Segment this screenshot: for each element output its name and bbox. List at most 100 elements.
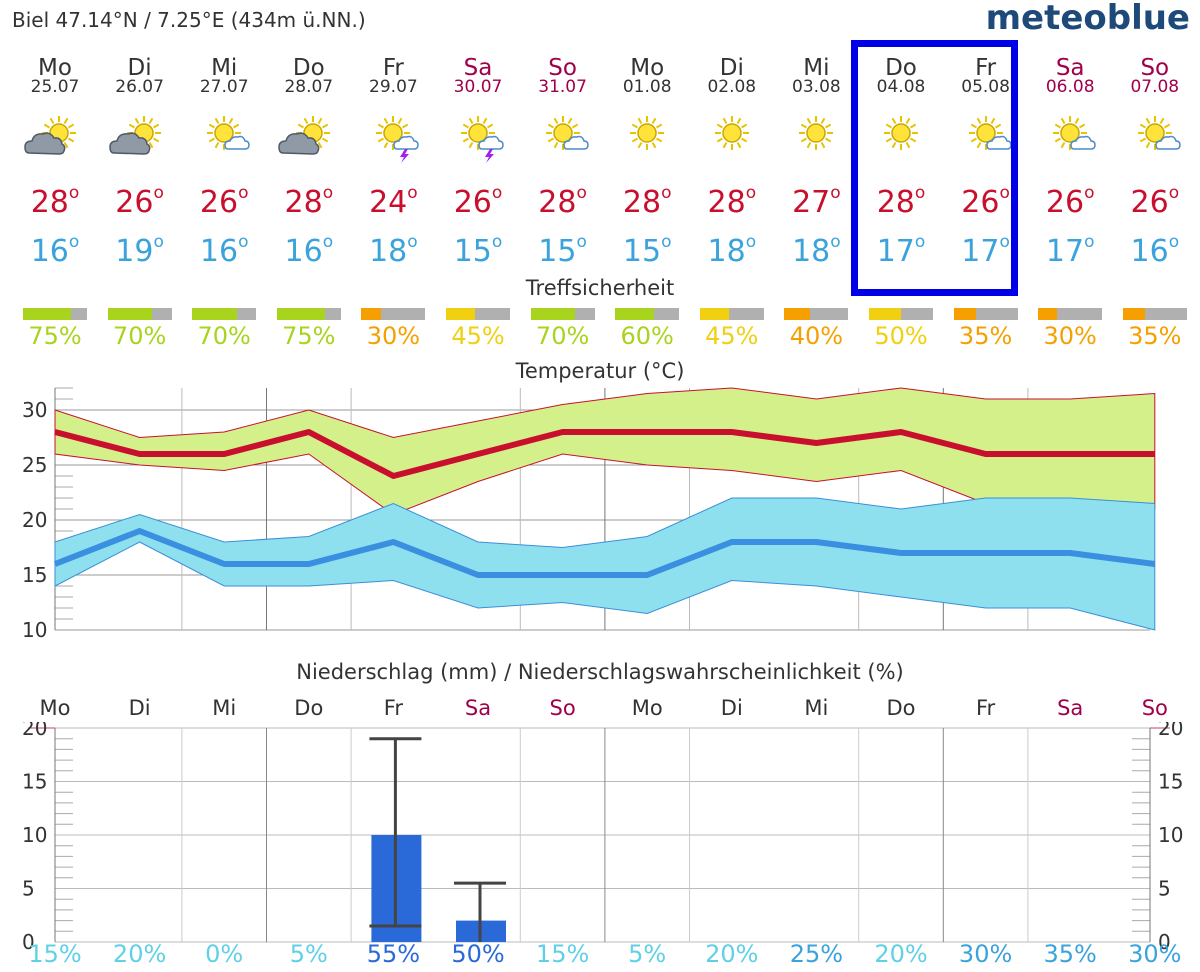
max-temperature: 26o bbox=[115, 183, 164, 220]
precipitation-day-label: So bbox=[549, 696, 576, 720]
sun-icon bbox=[774, 113, 858, 163]
min-temperature-value: 18 bbox=[792, 234, 831, 269]
confidence-bar-fill bbox=[530, 308, 576, 320]
confidence-bar bbox=[1038, 308, 1103, 320]
day-name: Mi bbox=[803, 55, 830, 81]
confidence-bar bbox=[615, 308, 680, 320]
day-name: Mo bbox=[38, 55, 72, 81]
min-temperature-value: 17 bbox=[876, 234, 915, 269]
confidence-bar-fill bbox=[784, 308, 810, 320]
max-temperature: 28o bbox=[622, 183, 672, 220]
meteoblue-logo[interactable]: meteoblue bbox=[985, 0, 1190, 38]
y-tick-label: 20 bbox=[22, 508, 47, 532]
confidence-value: 70% bbox=[535, 322, 590, 350]
day-date: 05.08 bbox=[961, 77, 1010, 97]
max-temperature-value: 26 bbox=[199, 185, 239, 220]
min-temperature-value: 16 bbox=[284, 234, 323, 269]
confidence-value: 75% bbox=[282, 322, 336, 350]
day-name: Fr bbox=[975, 55, 997, 81]
day-date: 02.08 bbox=[707, 77, 757, 97]
day-date: 26.07 bbox=[115, 77, 164, 97]
min-temperature: 18o bbox=[369, 232, 418, 269]
confidence-value: 40% bbox=[789, 322, 844, 350]
confidence-bar-fill bbox=[615, 308, 654, 320]
precipitation-day-label: Mi bbox=[212, 696, 237, 720]
precipitation-probability: 5% bbox=[628, 940, 667, 968]
sun-small-cloud-icon bbox=[521, 113, 605, 163]
day-date: 03.08 bbox=[792, 77, 841, 97]
day-date: 28.07 bbox=[284, 77, 334, 97]
confidence-value: 60% bbox=[620, 322, 674, 350]
day-date: 25.07 bbox=[30, 77, 80, 97]
day-header: Sa 06.08 bbox=[1028, 55, 1112, 97]
day-name: Do bbox=[885, 55, 917, 81]
precipitation-chart-title: Niederschlag (mm) / Niederschlagswahrsch… bbox=[296, 660, 904, 684]
temperature-chart-title: Temperatur (°C) bbox=[515, 359, 685, 383]
y-tick-label-right: 10 bbox=[1158, 823, 1183, 847]
confidence-value: 50% bbox=[874, 322, 928, 350]
day-date: 27.07 bbox=[199, 77, 249, 97]
max-temperature: 26o bbox=[1045, 183, 1095, 220]
confidence-bar bbox=[953, 308, 1018, 320]
max-temperature: 28o bbox=[30, 183, 80, 220]
confidence-value: 30% bbox=[366, 322, 421, 350]
precipitation-probability: 30% bbox=[958, 940, 1013, 968]
day-header: Di 02.08 bbox=[690, 55, 774, 97]
confidence-bar bbox=[869, 308, 933, 320]
max-temperature-value: 28 bbox=[876, 185, 915, 220]
confidence-bar-fill bbox=[953, 308, 976, 320]
day-name: Mo bbox=[630, 55, 665, 81]
min-temperature: 16o bbox=[199, 232, 249, 269]
day-date: 06.08 bbox=[1045, 77, 1095, 97]
confidence-bar-fill bbox=[361, 308, 381, 320]
day-header: Mo 01.08 bbox=[605, 55, 689, 97]
confidence-bar bbox=[361, 308, 426, 320]
precipitation-day-label: Fr bbox=[383, 696, 403, 720]
confidence-bar bbox=[784, 308, 849, 320]
min-temperature: 16o bbox=[284, 232, 334, 269]
precipitation-probability: 20% bbox=[112, 940, 167, 968]
day-header: So 31.07 bbox=[521, 55, 605, 97]
day-date: 01.08 bbox=[622, 77, 672, 97]
min-temperature: 18o bbox=[792, 232, 841, 269]
day-name: Fr bbox=[382, 55, 404, 81]
min-temperature-value: 16 bbox=[1130, 234, 1169, 269]
sun-small-cloud-icon bbox=[1028, 113, 1112, 163]
confidence-bar-fill bbox=[23, 308, 71, 320]
precipitation-probability: 5% bbox=[289, 940, 328, 968]
precipitation-day-label: Sa bbox=[1057, 696, 1084, 720]
min-temperature-value: 18 bbox=[707, 234, 746, 269]
y-tick-label: 25 bbox=[22, 453, 47, 477]
day-date: 04.08 bbox=[876, 77, 926, 97]
confidence-bar bbox=[192, 308, 257, 320]
day-header: Sa 30.07 bbox=[436, 55, 520, 97]
precipitation-probability: 20% bbox=[874, 940, 928, 968]
max-temperature-value: 28 bbox=[622, 185, 662, 220]
sun-icon bbox=[859, 113, 943, 163]
sun-small-cloud-icon bbox=[944, 113, 1028, 163]
max-temperature: 26o bbox=[961, 183, 1010, 220]
min-temperature: 15o bbox=[622, 232, 672, 269]
sun-icon bbox=[605, 113, 689, 163]
confidence-bar bbox=[107, 308, 172, 320]
sun-thunderstorm-icon bbox=[436, 113, 520, 163]
location-title: Biel 47.14°N / 7.25°E (434m ü.NN.) bbox=[12, 8, 366, 32]
y-tick-label-left: 0 bbox=[22, 930, 35, 954]
min-temperature-value: 18 bbox=[369, 234, 408, 269]
min-temperature: 15o bbox=[453, 232, 503, 269]
precipitation-day-label: Sa bbox=[464, 696, 492, 720]
min-temperature: 19o bbox=[115, 232, 164, 269]
day-name: So bbox=[548, 55, 577, 81]
y-tick-label: 15 bbox=[22, 563, 47, 587]
precipitation-day-label: Di bbox=[128, 696, 151, 720]
confidence-value: 75% bbox=[28, 322, 82, 350]
precipitation-chart: 0 0 5 5 10 10 15 15 20 20 bbox=[22, 722, 1183, 954]
y-tick-label-left: 5 bbox=[22, 877, 35, 901]
max-temperature: 28o bbox=[284, 183, 334, 220]
precipitation-probability: 0% bbox=[205, 940, 244, 968]
confidence-bar-fill bbox=[276, 308, 325, 320]
max-temperature: 24o bbox=[369, 183, 418, 220]
sun-icon bbox=[690, 113, 774, 163]
min-temperature-value: 17 bbox=[1045, 234, 1085, 269]
max-temperature-value: 28 bbox=[30, 185, 69, 220]
